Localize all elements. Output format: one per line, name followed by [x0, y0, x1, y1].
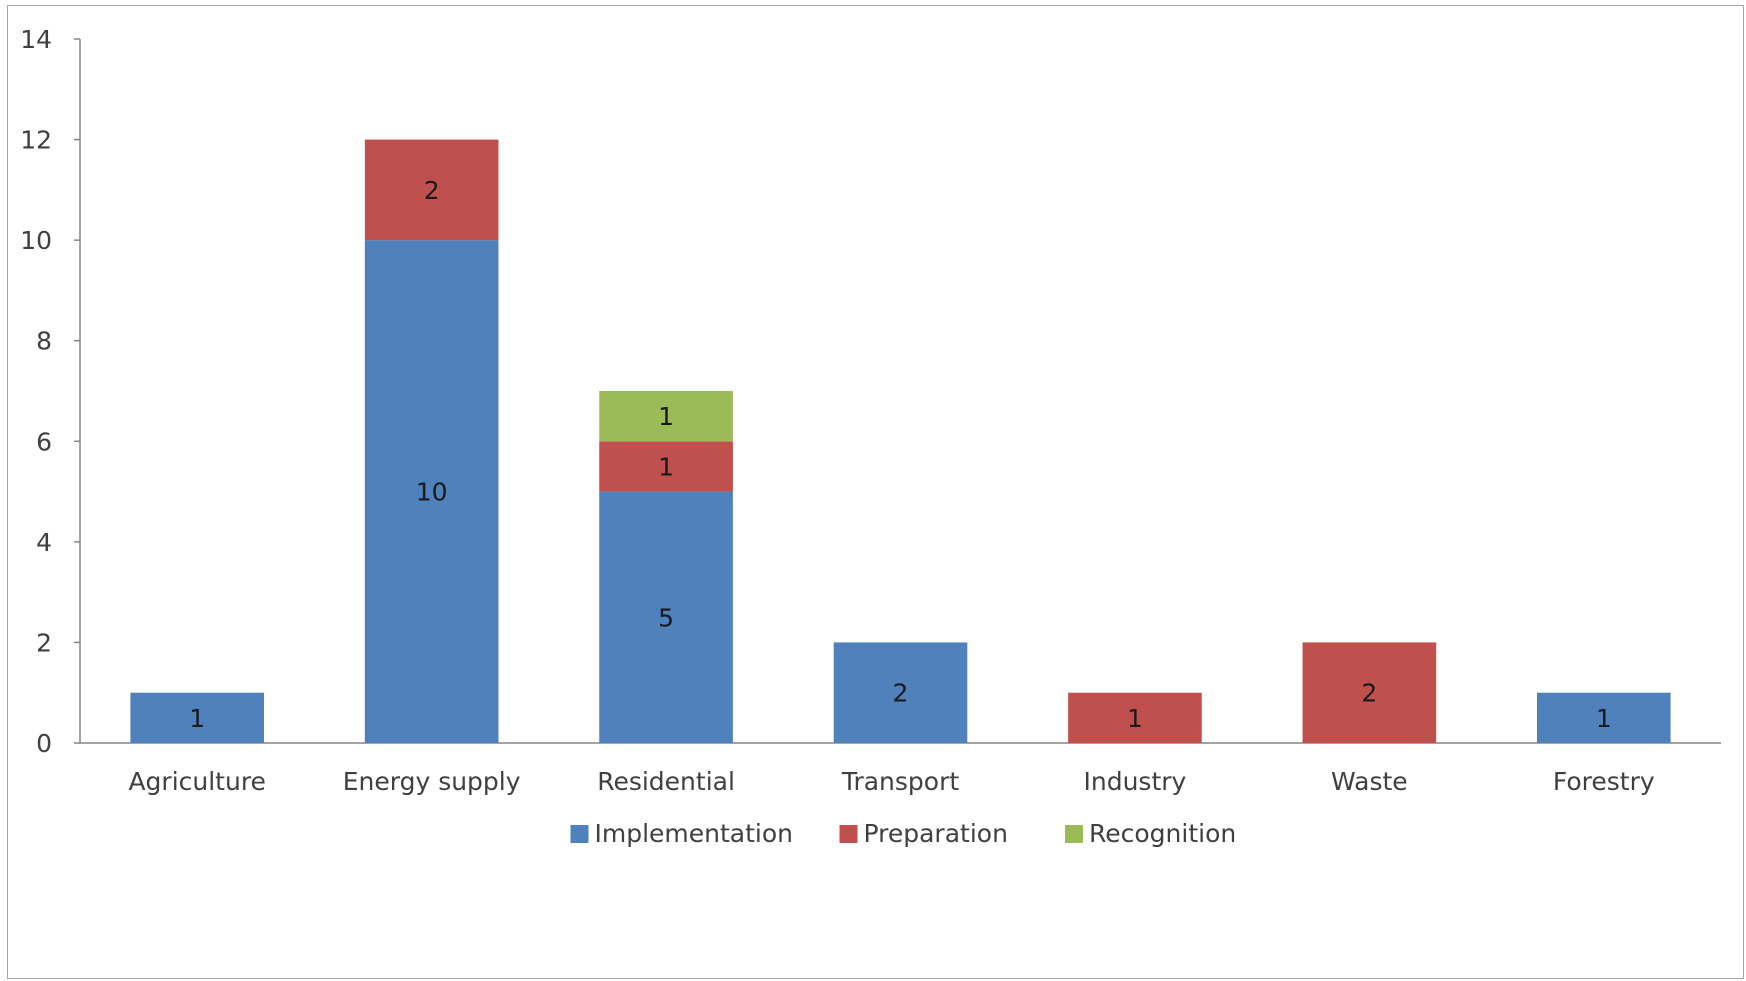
y-tick-label: 6 — [36, 427, 52, 456]
data-label: 2 — [424, 176, 440, 205]
bar-segment-implementation — [833, 642, 968, 743]
y-axis: 0 2 4 6 8 10 12 14 — [20, 25, 81, 758]
data-label: 1 — [1127, 704, 1143, 733]
x-tick-label: Agriculture — [128, 767, 266, 796]
data-label: 1 — [189, 704, 205, 733]
bar-segment-preparation — [364, 139, 499, 241]
x-tick-label: Industry — [1084, 767, 1187, 796]
legend-swatch — [1065, 825, 1083, 843]
x-tick-label: Transport — [841, 767, 960, 796]
bar-segment-preparation — [599, 441, 733, 492]
x-tick-label: Residential — [597, 767, 735, 796]
legend-swatch — [839, 825, 858, 843]
legend-label: Recognition — [1089, 819, 1236, 848]
y-tick-label: 8 — [36, 327, 52, 356]
data-label: 2 — [1361, 679, 1377, 708]
y-tick-label: 4 — [36, 528, 52, 557]
legend-label: Preparation — [864, 819, 1008, 848]
x-tick-label: Forestry — [1553, 767, 1655, 796]
bar-segment-recognition — [599, 391, 733, 442]
chart-frame: 0 2 4 6 8 10 12 14 Agriculture Energy supply Resi… — [7, 5, 1744, 979]
x-tick-label: Energy supply — [343, 767, 521, 796]
bars: 1 10 2 5 1 1 2 1 2 1 — [130, 139, 1671, 743]
data-label: 1 — [658, 402, 674, 431]
data-label: 10 — [416, 478, 448, 507]
y-tick-label: 10 — [20, 226, 52, 255]
bar-segment-preparation — [1302, 642, 1437, 743]
bar-segment-implementation — [599, 491, 733, 743]
y-tick-label: 12 — [20, 126, 52, 155]
data-label: 5 — [658, 603, 674, 632]
x-axis: Agriculture Energy supply Residential Trans… — [80, 742, 1721, 796]
bar-segment-preparation — [1068, 692, 1202, 743]
bar-segment-implementation — [364, 240, 499, 743]
bar-segment-implementation — [1536, 692, 1671, 743]
legend-label: Implementation — [595, 819, 794, 848]
legend: Implementation Preparation Recognition — [570, 819, 1236, 848]
data-label: 1 — [1596, 704, 1612, 733]
legend-swatch — [570, 825, 589, 843]
y-tick-label: 14 — [20, 25, 52, 54]
bar-segment-implementation — [130, 692, 265, 743]
y-tick-label: 2 — [36, 628, 52, 657]
data-label: 2 — [893, 679, 909, 708]
data-label: 1 — [658, 452, 674, 481]
x-tick-label: Waste — [1331, 767, 1408, 796]
y-tick-label: 0 — [36, 729, 52, 758]
